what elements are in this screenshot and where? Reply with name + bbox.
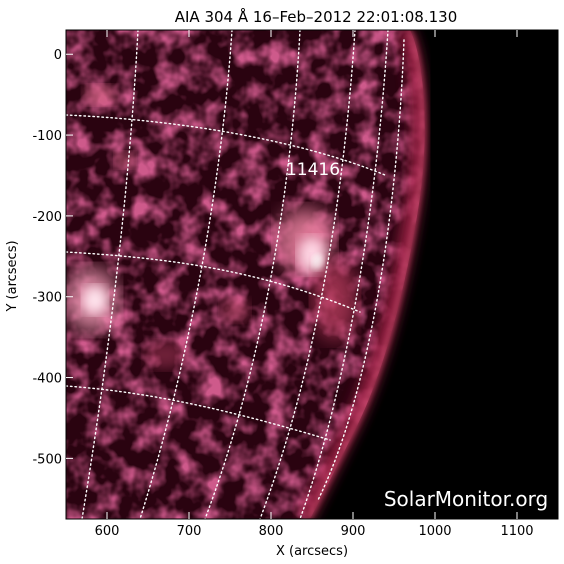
y-axis-label: Y (arcsecs) (5, 240, 20, 312)
plot-frame (65, 29, 559, 520)
x-axis-ticks: 600 700 800 900 1000 1100 (95, 30, 534, 539)
active-region-label: 11416 (286, 160, 340, 180)
heliographic-grid (66, 30, 405, 519)
y-tick-label: -200 (32, 210, 62, 225)
y-tick-label: -100 (32, 129, 62, 144)
credit-watermark: SolarMonitor.org (384, 487, 548, 511)
plot-title: AIA 304 Å 16–Feb–2012 22:01:08.130 (175, 7, 458, 26)
x-tick-label: 600 (95, 524, 120, 539)
y-tick-label: 0 (54, 48, 62, 63)
x-tick-label: 1100 (500, 524, 533, 539)
y-tick-label: -400 (32, 372, 62, 387)
x-axis-label: X (arcsecs) (276, 544, 348, 559)
y-tick-label: -300 (32, 291, 62, 306)
y-tick-label: -500 (32, 452, 62, 467)
x-tick-label: 900 (341, 524, 366, 539)
y-axis-ticks: 0 -100 -200 -300 -400 -500 (32, 48, 73, 467)
x-tick-label: 700 (177, 524, 202, 539)
x-tick-label: 800 (259, 524, 284, 539)
solar-disk-image: 11416 SolarMonitor.org (66, 30, 558, 519)
x-tick-label: 1000 (418, 524, 451, 539)
